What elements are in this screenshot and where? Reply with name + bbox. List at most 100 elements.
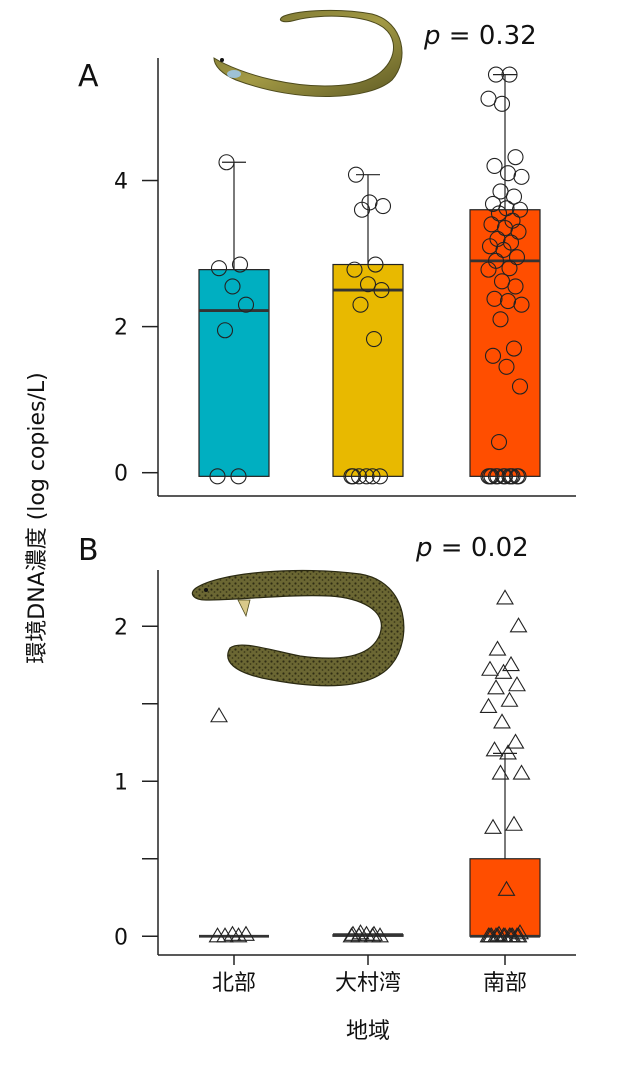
data-point — [505, 340, 523, 357]
box — [198, 269, 270, 477]
y-tick-label: 2 — [114, 316, 128, 341]
data-point — [501, 260, 518, 277]
x-tick-label: 大村湾 — [335, 971, 401, 996]
data-point — [230, 468, 247, 485]
data-point — [344, 925, 362, 941]
data-point — [513, 168, 530, 185]
data-point — [496, 589, 514, 605]
data-point — [492, 183, 509, 200]
data-point — [371, 927, 389, 943]
data-point — [229, 927, 248, 943]
data-point — [490, 433, 508, 451]
data-point — [505, 188, 523, 205]
data-point — [371, 468, 389, 485]
data-point — [237, 296, 255, 313]
data-point — [499, 292, 517, 310]
eel-icon — [191, 569, 405, 687]
data-point — [511, 201, 529, 218]
data-point — [501, 66, 518, 83]
data-point — [502, 655, 520, 672]
data-point — [231, 256, 249, 273]
data-point — [486, 290, 503, 307]
data-point — [496, 468, 514, 485]
data-point — [484, 818, 502, 834]
data-point — [503, 927, 522, 943]
data-point — [482, 927, 501, 943]
data-point — [374, 198, 392, 215]
data-point — [352, 296, 369, 313]
x-axis-label: 地域 — [346, 1019, 390, 1044]
data-point — [365, 330, 383, 348]
y-tick-label: 0 — [114, 462, 128, 487]
pvalue-text: = 0.02 — [433, 533, 529, 563]
data-point — [216, 322, 234, 339]
y-tick-label: 4 — [114, 170, 128, 195]
data-point — [483, 216, 500, 233]
x-tick-label: 北部 — [212, 971, 256, 996]
data-point — [358, 468, 375, 485]
data-point — [237, 925, 255, 941]
data-point — [487, 679, 505, 695]
data-point — [487, 66, 505, 83]
panel-a-plot: 0 2 4 — [114, 58, 576, 497]
panel-b: B p = 0.02 0 1 2 — [78, 533, 576, 965]
data-point — [484, 347, 502, 364]
data-point — [223, 925, 242, 941]
eel-icon — [213, 9, 403, 98]
data-point — [484, 195, 502, 212]
y-tick-label: 2 — [114, 615, 128, 640]
y-axis-label: 環境DNA濃度 (log copies/L) — [25, 372, 50, 663]
data-point — [509, 617, 528, 633]
data-point — [350, 468, 368, 485]
data-point — [480, 90, 497, 107]
pvalue-text: = 0.32 — [441, 21, 537, 51]
data-point — [499, 165, 517, 182]
pvalue-symbol: p — [415, 533, 433, 563]
data-point — [493, 273, 511, 290]
data-point — [508, 249, 526, 266]
data-point — [351, 924, 370, 940]
data-point — [511, 924, 529, 940]
data-point — [210, 260, 228, 277]
data-point — [361, 194, 378, 211]
data-point — [209, 468, 226, 485]
data-point — [489, 230, 506, 248]
data-point — [481, 660, 499, 676]
data-point — [491, 764, 510, 780]
data-point — [488, 640, 507, 656]
data-point — [218, 154, 235, 171]
panel-b-plot: 0 1 2 — [114, 570, 576, 965]
data-point — [359, 276, 377, 293]
data-point — [506, 733, 525, 749]
data-point — [479, 697, 498, 714]
pvalue-symbol: p — [423, 21, 441, 51]
data-point — [344, 468, 362, 485]
box — [332, 263, 404, 477]
data-point — [497, 880, 516, 896]
data-point — [493, 95, 511, 112]
panel-b-label: B — [78, 533, 99, 568]
y-tick-label: 0 — [114, 925, 128, 950]
data-point — [224, 278, 241, 295]
data-point — [500, 691, 519, 707]
data-point — [367, 256, 384, 273]
x-tick-label: 南部 — [483, 971, 527, 996]
data-point — [485, 741, 504, 757]
data-point — [493, 713, 511, 729]
data-point — [483, 468, 500, 485]
data-point — [498, 358, 515, 375]
data-point — [494, 663, 513, 679]
data-point — [505, 815, 523, 831]
data-point — [510, 468, 527, 485]
data-point — [487, 252, 505, 269]
data-point — [365, 925, 383, 941]
data-point — [512, 764, 531, 780]
data-point — [486, 157, 503, 174]
data-point — [508, 676, 526, 692]
data-point — [492, 311, 509, 328]
panel-b-pvalue: p = 0.02 — [415, 533, 529, 563]
panel-a-label: A — [78, 59, 99, 94]
data-point — [364, 468, 381, 485]
data-point — [216, 927, 234, 943]
